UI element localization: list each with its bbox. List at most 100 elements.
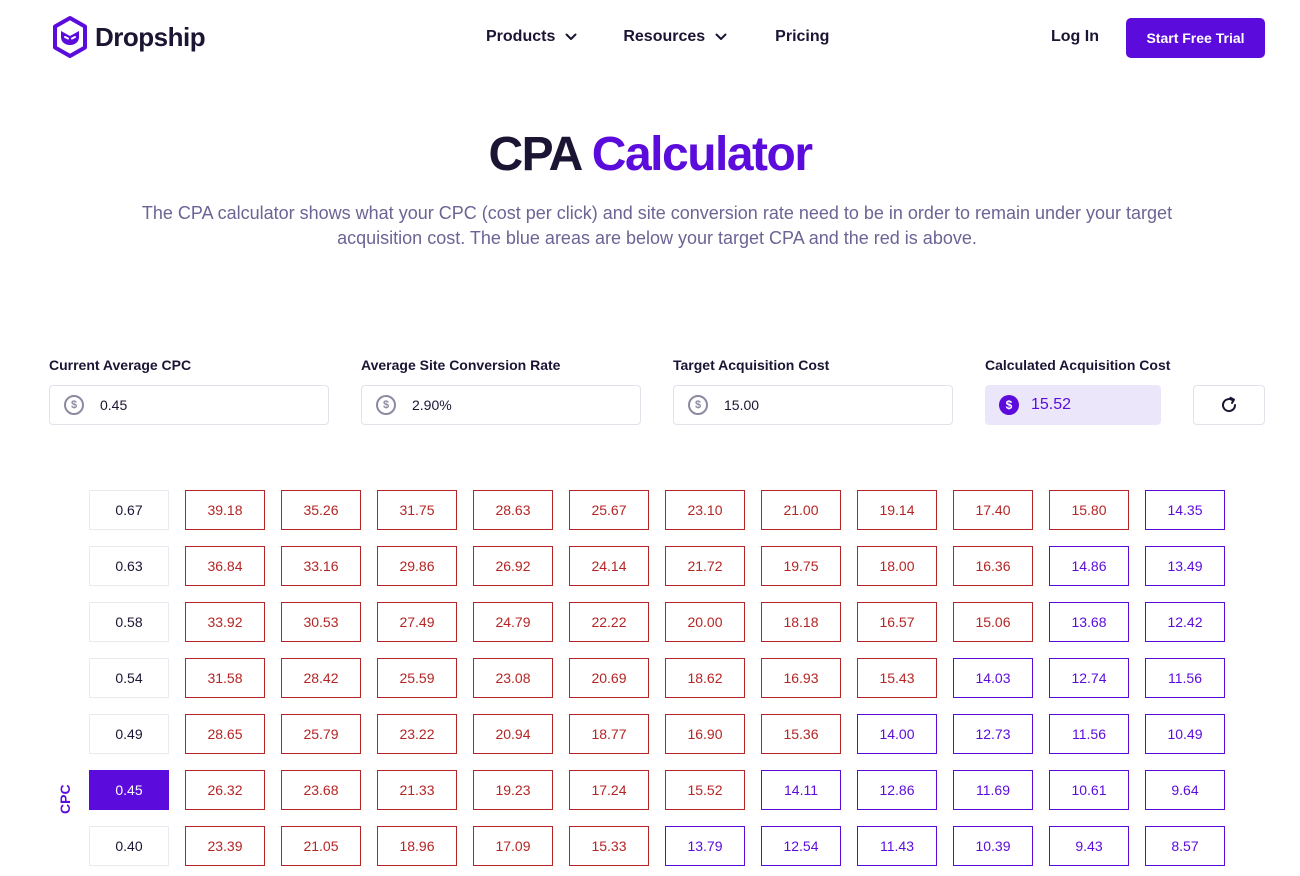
dollar-icon: $ [688, 395, 708, 415]
conversion-label: Average Site Conversion Rate [361, 357, 561, 373]
cpa-cell-below-target: 10.61 [1049, 770, 1129, 810]
cpc-input[interactable] [100, 397, 300, 413]
cpa-cell-above-target: 28.63 [473, 490, 553, 530]
cpa-cell-above-target: 19.14 [857, 490, 937, 530]
cpa-cell-below-target: 13.49 [1145, 546, 1225, 586]
cpa-cell-below-target: 13.79 [665, 826, 745, 866]
refresh-icon [1222, 396, 1237, 413]
target-label: Target Acquisition Cost [673, 357, 830, 373]
cpa-cell-above-target: 20.94 [473, 714, 553, 754]
target-field: Target Acquisition Cost $ [673, 357, 953, 425]
cpa-cell-above-target: 35.26 [281, 490, 361, 530]
nav-resources[interactable]: Resources [623, 28, 727, 46]
cpa-cell-above-target: 17.09 [473, 826, 553, 866]
cpa-cell-below-target: 10.39 [953, 826, 1033, 866]
cpc-axis-label: CPC [57, 784, 73, 814]
title-part-2: Calculator [591, 128, 813, 181]
cpa-cell-above-target: 15.36 [761, 714, 841, 754]
cpa-cell-above-target: 21.72 [665, 546, 745, 586]
cpa-cell-above-target: 21.00 [761, 490, 841, 530]
cpa-cell-above-target: 19.23 [473, 770, 553, 810]
cpa-cell-above-target: 16.93 [761, 658, 841, 698]
cpc-cell[interactable]: 0.45 [89, 770, 169, 810]
cpc-field: Current Average CPC $ [49, 357, 329, 425]
cpa-cell-above-target: 24.14 [569, 546, 649, 586]
cpa-cell-above-target: 31.58 [185, 658, 265, 698]
cpa-cell-below-target: 8.57 [1145, 826, 1225, 866]
cpa-cell-above-target: 16.57 [857, 602, 937, 642]
cpa-cell-above-target: 23.10 [665, 490, 745, 530]
cpa-cell-above-target: 24.79 [473, 602, 553, 642]
cpa-cell-below-target: 12.54 [761, 826, 841, 866]
cpa-cell-above-target: 27.49 [377, 602, 457, 642]
cpa-cell-above-target: 15.52 [665, 770, 745, 810]
conversion-input-box[interactable]: $ [361, 385, 641, 425]
cpa-cell-above-target: 18.77 [569, 714, 649, 754]
calculated-result: $ 15.52 [985, 385, 1161, 425]
cpa-cell-above-target: 25.59 [377, 658, 457, 698]
cpa-cell-above-target: 33.16 [281, 546, 361, 586]
cpa-cell-below-target: 14.11 [761, 770, 841, 810]
cpa-cell-above-target: 15.33 [569, 826, 649, 866]
page-subtitle: The CPA calculator shows what your CPC (… [141, 203, 1173, 248]
cpa-cell-below-target: 9.43 [1049, 826, 1129, 866]
cpa-cell-above-target: 21.33 [377, 770, 457, 810]
calculated-field: Calculated Acquisition Cost $ 15.52 [985, 357, 1171, 425]
cpc-label: Current Average CPC [49, 357, 192, 373]
main-nav: Products Resources Pricing [486, 28, 829, 46]
cpa-cell-below-target: 12.42 [1145, 602, 1225, 642]
chevron-down-icon [565, 33, 577, 40]
target-input-box[interactable]: $ [673, 385, 953, 425]
cpa-cell-above-target: 20.00 [665, 602, 745, 642]
chevron-down-icon [715, 33, 727, 40]
cpa-cell-above-target: 23.08 [473, 658, 553, 698]
cpa-cell-above-target: 22.22 [569, 602, 649, 642]
cpa-cell-above-target: 30.53 [281, 602, 361, 642]
cpa-cell-above-target: 18.00 [857, 546, 937, 586]
conversion-input[interactable] [412, 397, 612, 413]
cpa-cell-above-target: 25.67 [569, 490, 649, 530]
reset-button[interactable] [1193, 385, 1265, 425]
nav-products[interactable]: Products [486, 28, 577, 46]
cpa-cell-below-target: 12.86 [857, 770, 937, 810]
logo-link[interactable]: Dropship [51, 15, 206, 59]
cpa-cell-above-target: 18.18 [761, 602, 841, 642]
cpa-cell-above-target: 15.80 [1049, 490, 1129, 530]
cpa-cell-above-target: 28.65 [185, 714, 265, 754]
dollar-icon: $ [376, 395, 396, 415]
cpa-cell-above-target: 23.68 [281, 770, 361, 810]
cpa-cell-above-target: 20.69 [569, 658, 649, 698]
target-input[interactable] [724, 397, 924, 413]
cpa-cell-above-target: 18.96 [377, 826, 457, 866]
page-title: CPA Calculator [0, 126, 1300, 184]
dollar-icon: $ [64, 395, 84, 415]
cpa-cell-above-target: 18.62 [665, 658, 745, 698]
start-free-trial-button[interactable]: Start Free Trial [1126, 18, 1265, 58]
nav-pricing[interactable]: Pricing [775, 28, 829, 46]
login-link[interactable]: Log In [1051, 28, 1099, 45]
cpa-cell-above-target: 26.32 [185, 770, 265, 810]
cpa-cell-above-target: 15.06 [953, 602, 1033, 642]
calculated-label: Calculated Acquisition Cost [985, 357, 1171, 373]
brand-name: Dropship [95, 21, 206, 52]
cpa-cell-below-target: 11.56 [1145, 658, 1225, 698]
cpa-cell-above-target: 31.75 [377, 490, 457, 530]
cpa-cell-below-target: 12.74 [1049, 658, 1129, 698]
cpa-cell-below-target: 13.68 [1049, 602, 1129, 642]
cpc-cell[interactable]: 0.49 [89, 714, 169, 754]
cpc-cell[interactable]: 0.40 [89, 826, 169, 866]
cpa-cell-above-target: 17.40 [953, 490, 1033, 530]
cpc-cell[interactable]: 0.58 [89, 602, 169, 642]
cpa-cell-below-target: 11.43 [857, 826, 937, 866]
cpa-cell-below-target: 14.03 [953, 658, 1033, 698]
cpa-cell-below-target: 11.56 [1049, 714, 1129, 754]
cpc-cell[interactable]: 0.67 [89, 490, 169, 530]
cpc-input-box[interactable]: $ [49, 385, 329, 425]
cpa-cell-above-target: 23.22 [377, 714, 457, 754]
nav-resources-label: Resources [623, 28, 706, 45]
cpa-cell-above-target: 26.92 [473, 546, 553, 586]
cpa-cell-above-target: 28.42 [281, 658, 361, 698]
cpa-cell-below-target: 14.35 [1145, 490, 1225, 530]
cpc-cell[interactable]: 0.54 [89, 658, 169, 698]
cpc-cell[interactable]: 0.63 [89, 546, 169, 586]
